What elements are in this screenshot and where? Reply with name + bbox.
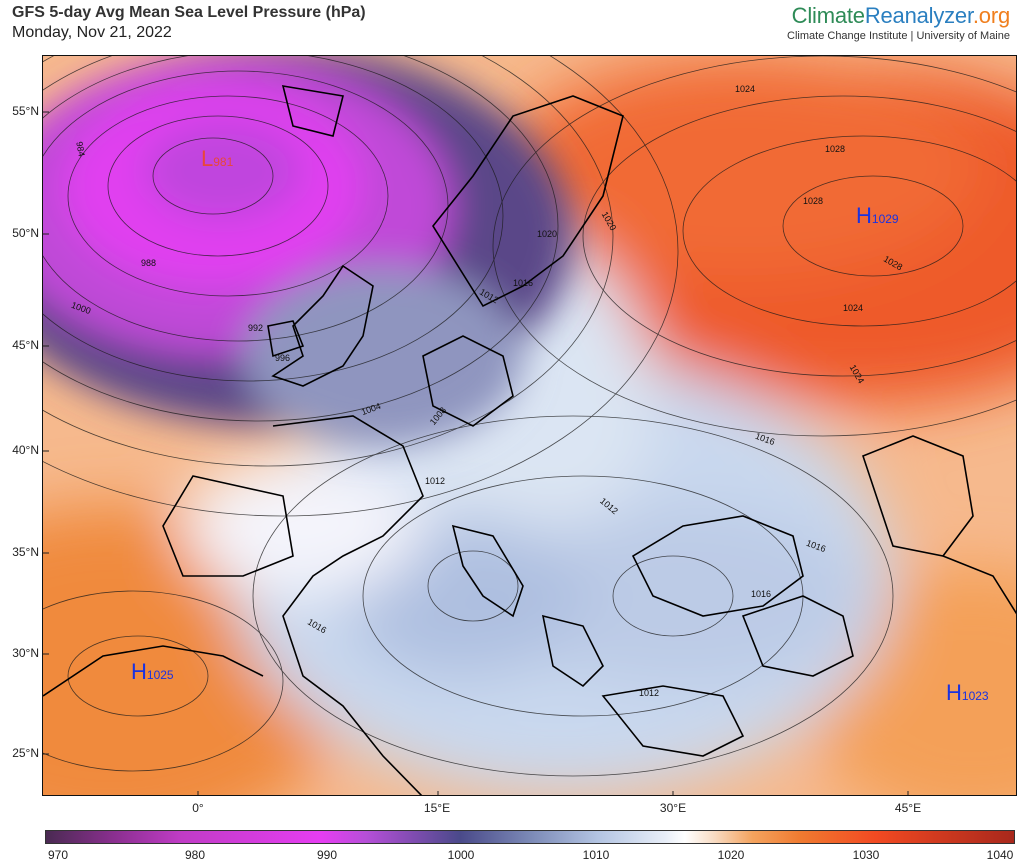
high-pressure-center-east: H1029 bbox=[856, 203, 899, 229]
contour-label: 988 bbox=[141, 258, 157, 268]
lat-label-40n: 40°N bbox=[12, 443, 39, 457]
lon-label-30e: 30°E bbox=[659, 801, 687, 815]
lat-label-25n: 25°N bbox=[12, 746, 39, 760]
pressure-map[interactable]: 984 988 992 996 1000 1004 1008 1012 1012… bbox=[42, 55, 1017, 796]
lon-label-0: 0° bbox=[192, 801, 204, 815]
low-pressure-center: L981 bbox=[201, 146, 233, 172]
map-title: GFS 5-day Avg Mean Sea Level Pressure (h… bbox=[12, 4, 366, 21]
contour-label: 1016 bbox=[751, 589, 772, 599]
contour-label: 1012 bbox=[425, 476, 446, 486]
lat-label-45n: 45°N bbox=[12, 338, 39, 352]
pressure-map-canvas bbox=[43, 56, 1016, 795]
lon-label-15e: 15°E bbox=[423, 801, 451, 815]
lon-label-45e: 45°E bbox=[894, 801, 922, 815]
colorbar-label: 1010 bbox=[582, 848, 610, 862]
high-pressure-letter: H bbox=[131, 659, 147, 684]
brand-subtitle: Climate Change Institute | University of… bbox=[787, 30, 1010, 42]
high-pressure-value: 1029 bbox=[871, 212, 899, 226]
map-date: Monday, Nov 21, 2022 bbox=[12, 24, 172, 41]
contour-label: 992 bbox=[248, 323, 264, 333]
colorbar-label: 970 bbox=[47, 848, 69, 862]
brand-part-reanalyzer: Reanalyzer bbox=[864, 3, 973, 28]
contour-label: 1016 bbox=[513, 278, 534, 288]
high-pressure-letter: H bbox=[856, 203, 872, 228]
brand-part-org: .org bbox=[972, 3, 1010, 28]
lat-label-30n: 30°N bbox=[12, 646, 39, 660]
low-pressure-value: 981 bbox=[213, 155, 234, 169]
high-pressure-value: 1023 bbox=[961, 689, 989, 703]
brand-logo[interactable]: ClimateReanalyzer.org bbox=[791, 3, 1011, 29]
high-pressure-value: 1025 bbox=[146, 668, 174, 682]
lat-label-55n: 55°N bbox=[12, 104, 39, 118]
colorbar-label: 1030 bbox=[852, 848, 880, 862]
contour-label: 1024 bbox=[735, 84, 756, 94]
colorbar-label: 1000 bbox=[447, 848, 475, 862]
contour-label: 1020 bbox=[537, 229, 558, 239]
contour-label: 1028 bbox=[803, 196, 824, 206]
contour-label: 996 bbox=[275, 353, 291, 363]
high-pressure-center-southeast: H1023 bbox=[946, 680, 989, 706]
colorbar-label: 990 bbox=[316, 848, 338, 862]
contour-label: 1028 bbox=[825, 144, 846, 154]
brand-part-climate: Climate bbox=[791, 3, 865, 28]
colorbar-label: 1040 bbox=[986, 848, 1014, 862]
low-pressure-letter: L bbox=[201, 146, 214, 171]
colorbar-label: 980 bbox=[184, 848, 206, 862]
contour-label: 1024 bbox=[843, 303, 864, 313]
pressure-colorbar bbox=[45, 830, 1015, 844]
lat-label-35n: 35°N bbox=[12, 545, 39, 559]
high-pressure-center-southwest: H1025 bbox=[131, 659, 174, 685]
colorbar-label: 1020 bbox=[717, 848, 745, 862]
contour-label: 1012 bbox=[639, 688, 660, 698]
lat-label-50n: 50°N bbox=[12, 226, 39, 240]
high-pressure-letter: H bbox=[946, 680, 962, 705]
